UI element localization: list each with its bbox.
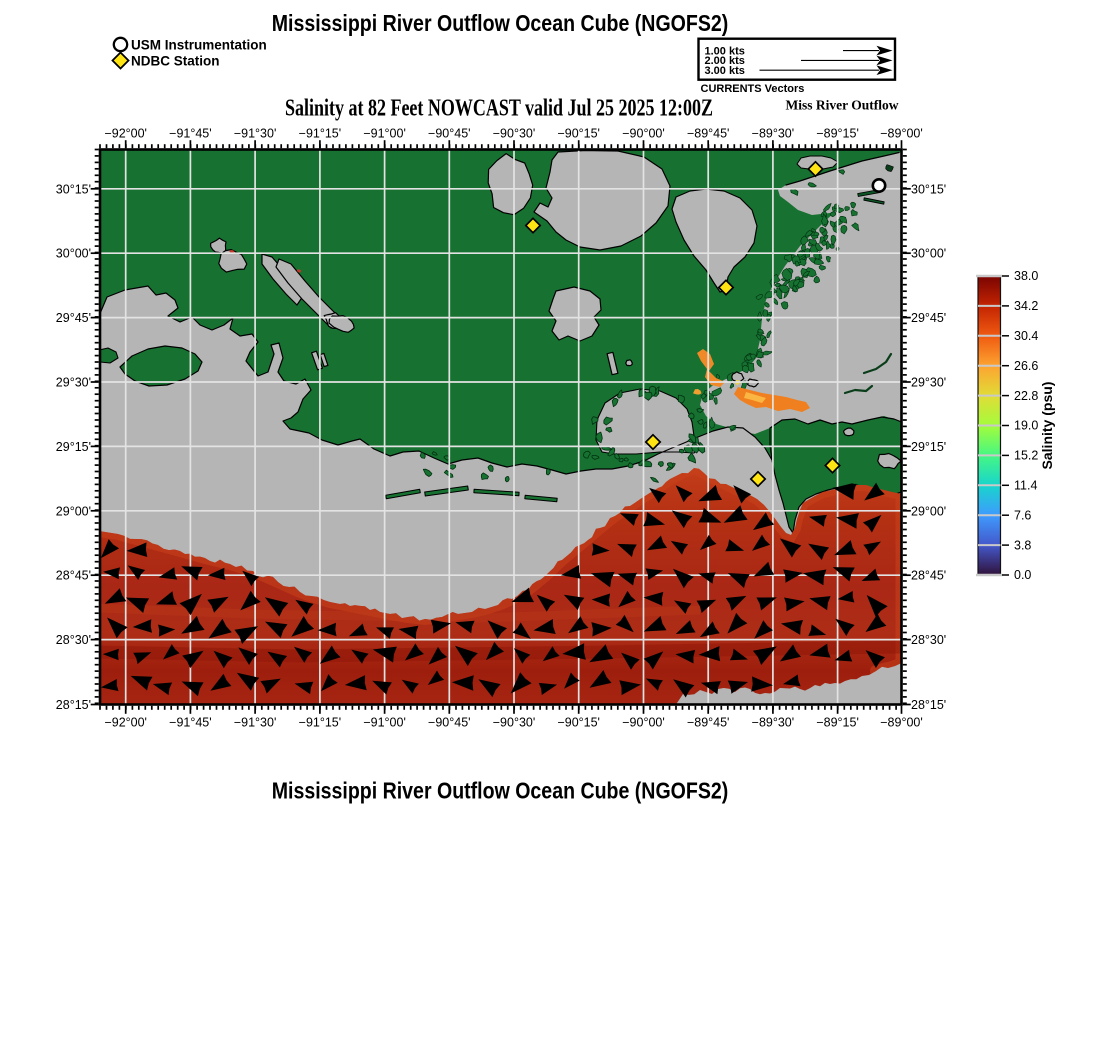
svg-text:29°00': 29°00' [911, 504, 946, 518]
svg-text:−90°45': −90°45' [428, 127, 471, 141]
svg-text:−89°30': −89°30' [752, 127, 795, 141]
svg-text:28°30': 28°30' [911, 633, 946, 647]
svg-text:30°15': 30°15' [56, 182, 91, 196]
svg-text:−91°15': −91°15' [299, 127, 342, 141]
svg-text:29°15': 29°15' [56, 440, 91, 454]
svg-text:28°15': 28°15' [911, 698, 946, 712]
svg-text:28°45': 28°45' [56, 569, 91, 583]
svg-text:−89°00': −89°00' [880, 127, 923, 141]
svg-text:−91°45': −91°45' [169, 127, 212, 141]
svg-text:29°00': 29°00' [56, 504, 91, 518]
svg-text:−90°30': −90°30' [493, 127, 536, 141]
svg-text:−89°00': −89°00' [880, 716, 923, 730]
svg-text:29°15': 29°15' [911, 440, 946, 454]
svg-text:28°30': 28°30' [56, 633, 91, 647]
svg-text:−90°30': −90°30' [493, 716, 536, 730]
svg-text:30°00': 30°00' [911, 247, 946, 261]
svg-text:CURRENTS Vectors: CURRENTS Vectors [701, 83, 805, 95]
svg-text:NDBC Station: NDBC Station [131, 54, 220, 69]
svg-text:0.0: 0.0 [1014, 568, 1031, 582]
svg-text:28°45': 28°45' [911, 569, 946, 583]
svg-text:28°15': 28°15' [56, 698, 91, 712]
svg-text:29°30': 29°30' [56, 376, 91, 390]
svg-text:3.00 kts: 3.00 kts [705, 65, 745, 77]
svg-text:−92°00': −92°00' [104, 716, 147, 730]
svg-text:30°15': 30°15' [911, 182, 946, 196]
svg-text:−89°30': −89°30' [752, 716, 795, 730]
svg-text:26.6: 26.6 [1014, 359, 1038, 373]
svg-text:−91°30': −91°30' [234, 127, 277, 141]
svg-text:−90°15': −90°15' [557, 127, 600, 141]
svg-text:−89°15': −89°15' [816, 127, 859, 141]
svg-text:22.8: 22.8 [1014, 389, 1038, 403]
svg-text:Salinity at 82 Feet NOWCAST va: Salinity at 82 Feet NOWCAST valid Jul 25… [285, 94, 713, 121]
svg-text:11.4: 11.4 [1014, 479, 1037, 493]
svg-text:Miss River Outflow: Miss River Outflow [786, 98, 899, 113]
svg-text:38.0: 38.0 [1014, 269, 1038, 283]
svg-text:−91°30': −91°30' [234, 716, 277, 730]
svg-text:19.0: 19.0 [1014, 419, 1038, 433]
svg-text:3.8: 3.8 [1014, 538, 1031, 552]
svg-text:−90°15': −90°15' [557, 716, 600, 730]
svg-text:−90°45': −90°45' [428, 716, 471, 730]
svg-text:−91°00': −91°00' [363, 716, 406, 730]
svg-text:29°30': 29°30' [911, 376, 946, 390]
svg-text:−91°45': −91°45' [169, 716, 212, 730]
svg-text:7.6: 7.6 [1014, 508, 1031, 522]
svg-text:−90°00': −90°00' [622, 127, 665, 141]
svg-text:−92°00': −92°00' [104, 127, 147, 141]
svg-text:−91°15': −91°15' [299, 716, 342, 730]
svg-text:−91°00': −91°00' [363, 127, 406, 141]
svg-text:30.4: 30.4 [1014, 329, 1038, 343]
svg-text:34.2: 34.2 [1014, 299, 1038, 313]
svg-text:−89°45': −89°45' [687, 127, 730, 141]
svg-text:29°45': 29°45' [911, 311, 946, 325]
svg-text:15.2: 15.2 [1014, 449, 1038, 463]
svg-text:1.00 kts: 1.00 kts [705, 45, 745, 57]
svg-text:30°00': 30°00' [56, 247, 91, 261]
svg-text:−90°00': −90°00' [622, 716, 665, 730]
svg-text:29°45': 29°45' [56, 311, 91, 325]
svg-text:Mississippi River Outflow Ocea: Mississippi River Outflow Ocean Cube (NG… [272, 11, 729, 37]
svg-text:−89°15': −89°15' [816, 716, 859, 730]
svg-text:Mississippi River Outflow Ocea: Mississippi River Outflow Ocean Cube (NG… [272, 778, 729, 804]
svg-text:USM Instrumentation: USM Instrumentation [131, 38, 267, 53]
svg-text:2.00 kts: 2.00 kts [705, 55, 745, 67]
svg-text:Salinity (psu): Salinity (psu) [1039, 382, 1055, 470]
svg-text:−89°45': −89°45' [687, 716, 730, 730]
